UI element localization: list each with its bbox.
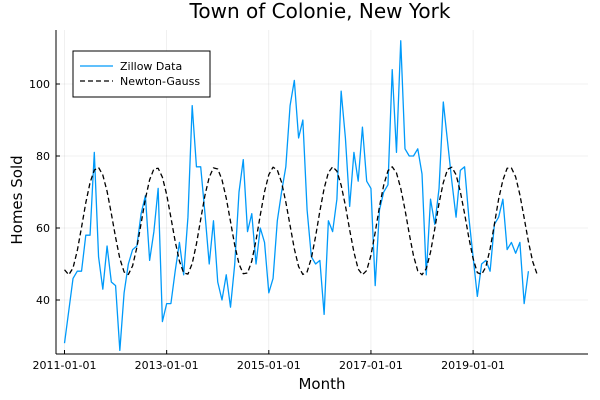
x-tick-label: 2011-01-01 — [33, 359, 97, 372]
legend-label: Zillow Data — [120, 60, 182, 73]
x-tick-label: 2019-01-01 — [441, 359, 505, 372]
y-axis-label: Homes Sold — [8, 155, 26, 244]
series-line-zillow-data — [63, 40, 530, 352]
legend-label: Newton-Gauss — [120, 75, 200, 88]
y-tick-label: 40 — [36, 294, 50, 307]
x-tick-label: 2013-01-01 — [135, 359, 199, 372]
x-axis-label: Month — [298, 375, 345, 393]
x-tick-label: 2017-01-01 — [339, 359, 403, 372]
y-tick-label: 80 — [36, 150, 50, 163]
legend-box — [72, 50, 211, 98]
y-axis-ticks: 40 60 80 100 — [29, 78, 60, 307]
legend: Zillow Data Newton-Gauss — [72, 50, 211, 98]
y-tick-label: 100 — [29, 78, 50, 91]
series-line-newton-gauss — [64, 166, 538, 276]
y-tick-label: 60 — [36, 222, 50, 235]
chart-title: Town of Colonie, New York — [189, 0, 451, 23]
series-group — [63, 40, 538, 352]
x-axis-ticks: 2011-01-01 2013-01-01 2015-01-01 2017-01-01… — [33, 350, 505, 372]
x-tick-label: 2015-01-01 — [237, 359, 301, 372]
